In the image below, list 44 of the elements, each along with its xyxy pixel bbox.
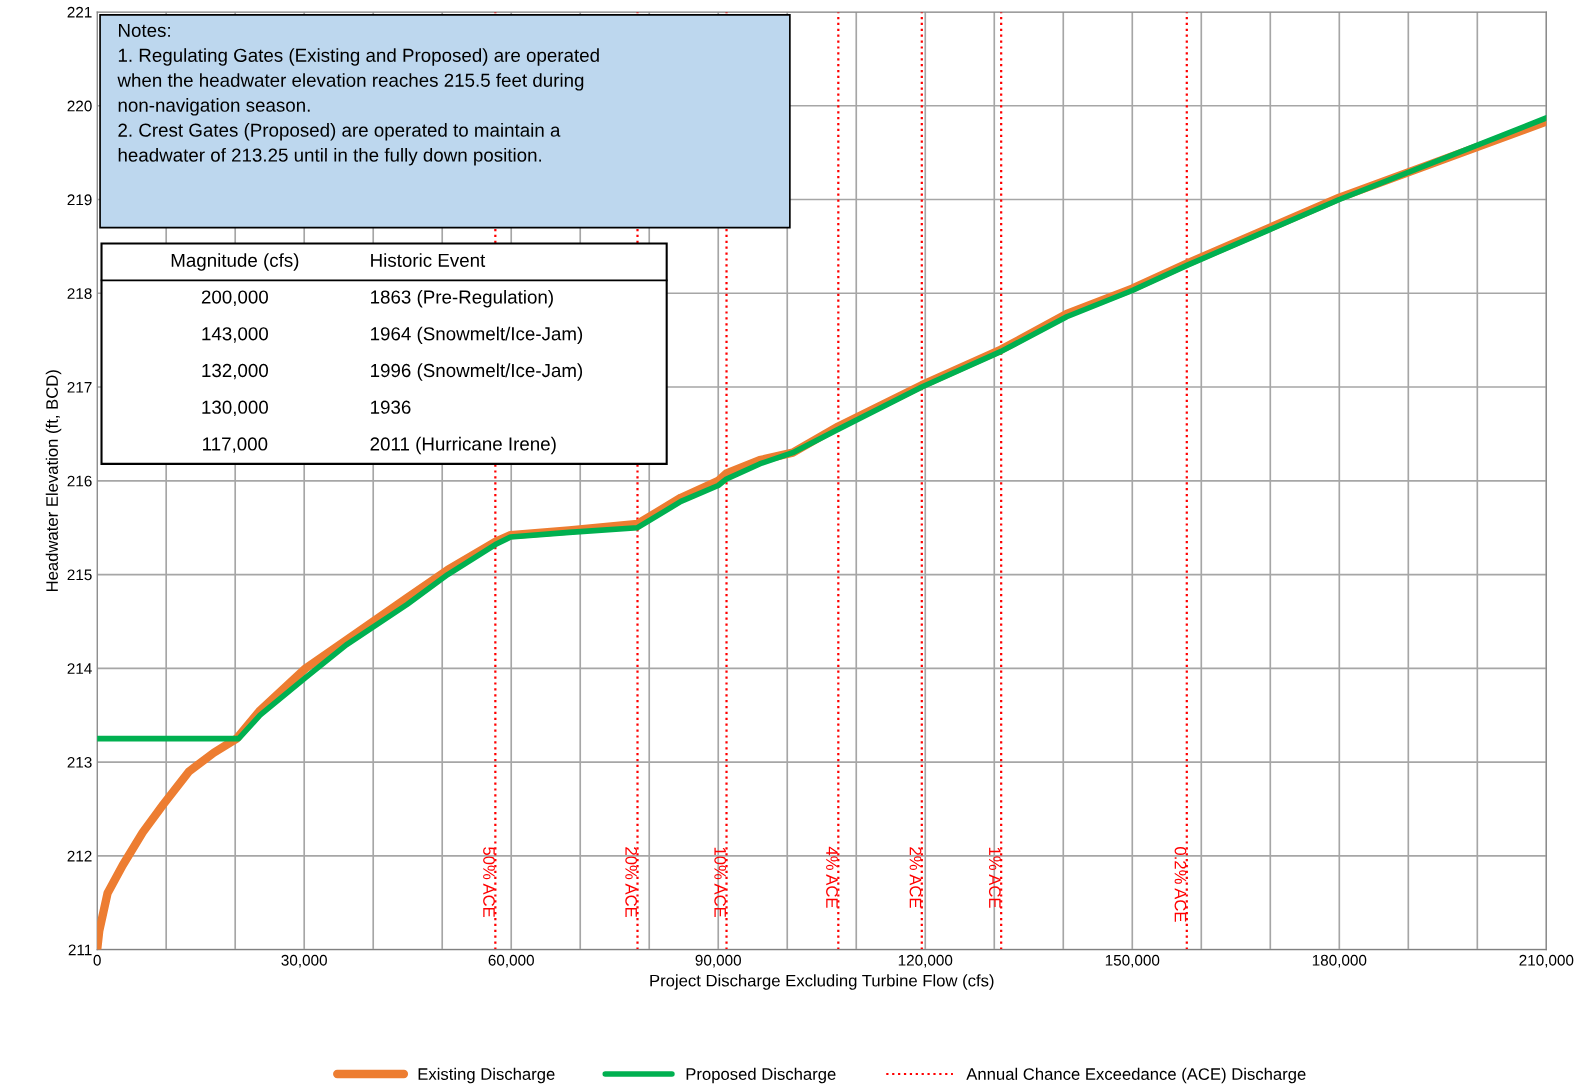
annotation: Notes: 1. Regulating Gates (Existing and Proposed) are operated when the headwater elevation reaches 215.5 feet during non-navigation season. 2. Crest Gates (Proposed) are operated to maintain a headwater of 213.25 until in the fully down position. [117,23,599,166]
y-tick-label: 214 [67,663,92,674]
x-axis-title: Project Discharge Excluding Turbine Flow (cfs) [650,974,994,990]
x-tick-label: 180,000 [1312,954,1367,968]
annotation: 1964 (Snowmelt/Ice-Jam) [371,326,583,345]
annotation: 1936 [371,400,411,414]
y-axis-title: Headwater Elevation (ft, BCD) [45,370,62,592]
legend-label: Proposed Discharge [686,1067,836,1084]
annotation: 1863 (Pre-Regulation) [371,289,553,308]
x-tick-label: 120,000 [898,954,953,968]
x-tick-label: 150,000 [1105,954,1160,968]
annotation: Magnitude (cfs) [171,253,299,271]
ref-line-label: 0.2% ACE [1174,847,1187,922]
y-tick-label: 212 [67,850,92,862]
x-tick-label: 60,000 [488,954,534,968]
y-tick-label: 220 [67,100,92,112]
ref-line-label: 1% ACE [988,847,1001,908]
y-tick-label: 221 [67,6,92,18]
annotation: 1996 (Snowmelt/Ice-Jam) [371,363,583,381]
annotation: 200,000 [201,290,268,306]
annotation: 130,000 [202,400,268,417]
y-tick-label: 213 [67,756,92,768]
x-tick-label: 90,000 [695,954,742,968]
ref-line-label: 4% ACE [826,846,838,908]
ref-line-label: 20% ACE [625,847,638,918]
y-tick-label: 217 [67,381,92,393]
legend-label: Existing Discharge [418,1067,555,1084]
ref-line-label: 10% ACE [714,847,727,918]
annotation: 143,000 [202,327,268,343]
annotation: 117,000 [203,437,268,453]
y-tick-label: 215 [67,569,92,581]
text: Annual Chance Exceedance (ACE) Discharge [966,1067,1306,1084]
ref-line-label: 2% ACE [909,847,922,908]
y-tick-label: 219 [67,194,92,206]
x-tick-label: 30,000 [281,954,327,968]
ref-line-label: 50% ACE [483,847,495,918]
y-tick-label: 218 [67,288,92,299]
annotation: 132,000 [202,363,268,380]
x-tick-label: 0 [93,954,101,966]
y-tick-label: 216 [67,475,92,487]
y-tick-label: 211 [68,944,92,956]
annotation: Historic Event [371,253,486,267]
x-tick-label: 210,000 [1519,954,1574,968]
annotation: 2011 (Hurricane Irene) [370,436,556,455]
